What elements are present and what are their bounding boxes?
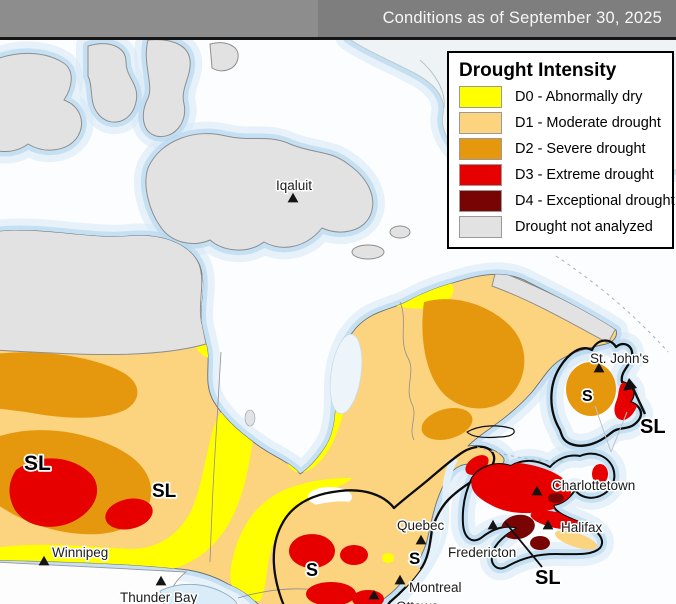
st-lawrence-river — [392, 457, 458, 604]
legend-swatch-d0 — [459, 86, 502, 108]
city-label-fredericton: Fredericton — [448, 545, 516, 560]
region-label-s-quebec-east: S — [409, 549, 420, 568]
legend-swatch-d4 — [459, 190, 502, 212]
region-label-sl-prairies-east: SL — [152, 481, 177, 502]
legend-row-d2: D2 - Severe drought — [459, 138, 662, 160]
legend-row-d3: D3 - Extreme drought — [459, 164, 662, 186]
gulf-boundary-dashed — [476, 446, 567, 462]
legend-label-d2: D2 - Severe drought — [515, 141, 646, 157]
d3-region-prairie-west — [9, 458, 98, 527]
sl-arrow-newfoundland — [630, 385, 647, 415]
legend-row-d1: D1 - Moderate drought — [459, 112, 662, 134]
d3-region-maritimes — [471, 462, 572, 514]
d2-region-labrador — [422, 299, 525, 409]
nfld-zone-lines — [594, 405, 628, 453]
city-label-iqaluit: Iqaluit — [276, 178, 312, 193]
region-label-sl-nova-scotia: SL — [535, 567, 561, 589]
sl-arrowhead-newfoundland — [623, 378, 637, 391]
legend-label-d4: D4 - Exceptional drought — [515, 193, 675, 209]
not-analyzed-north-mainland — [0, 230, 207, 355]
legend-row-d0: D0 - Abnormally dry — [459, 86, 662, 108]
resolution-island — [389, 225, 411, 239]
province-border-quebec-labrador — [399, 301, 415, 441]
sl-leader-nova-scotia — [504, 521, 543, 568]
city-label-ottawa: Ottawa — [396, 599, 439, 604]
header-title: Conditions as of September 30, 2025 — [382, 9, 662, 27]
d2-region-north-shore — [421, 408, 473, 440]
city-label-montreal: Montreal — [409, 580, 462, 595]
province-border-manitoba — [209, 351, 222, 563]
legend-title: Drought Intensity — [459, 60, 617, 81]
maritimes-overlays — [471, 462, 608, 550]
legend-label-not-analyzed: Drought not analyzed — [515, 219, 653, 235]
d2-region-prairie-north — [0, 352, 138, 418]
arctic-island-small — [209, 42, 239, 72]
region-label-sl-prairies-west: SL — [24, 452, 51, 475]
d1-patch-region-a — [294, 501, 370, 527]
legend-row-d4: D4 - Exceptional drought — [459, 190, 675, 212]
d0-region-prairie-ring — [0, 385, 272, 573]
d4-patch-nova-scotia-2 — [530, 536, 550, 550]
header-left-segment — [0, 0, 318, 37]
lake-central-quebec — [329, 333, 363, 415]
legend-row-not-analyzed: Drought not analyzed — [459, 216, 662, 238]
city-label-halifax: Halifax — [561, 520, 603, 535]
legend-label-d1: D1 - Moderate drought — [515, 115, 661, 131]
legend-swatch-d1 — [459, 112, 502, 134]
lake-superior — [159, 583, 238, 604]
d1-band-nova-scotia-coast — [554, 530, 598, 550]
d3-patch-region-a-3 — [306, 582, 356, 604]
city-label-quebec: Quebec — [397, 518, 445, 533]
legend-label-d3: D3 - Extreme drought — [515, 167, 654, 183]
city-label-st-johns: St. John's — [590, 351, 649, 366]
d0-dot-region-a — [382, 553, 394, 563]
header-bar: Conditions as of September 30, 2025 — [0, 0, 676, 40]
region-label-sl-newfoundland: SL — [640, 416, 666, 438]
d3-band-nova-scotia — [530, 510, 582, 530]
d4-patch-nova-scotia-1 — [501, 514, 535, 540]
d3-patch-region-a-2 — [340, 545, 368, 565]
greenland-coast-line — [419, 59, 445, 109]
legend-swatch-d3 — [459, 164, 502, 186]
city-label-charlottetown: Charlottetown — [552, 478, 635, 493]
d3-region-prairie-east — [105, 498, 153, 530]
legend-box: Drought Intensity D0 - Abnormally dry D1… — [447, 51, 675, 249]
region-label-s-newfoundland: S — [582, 388, 593, 405]
d3-patch-region-a-1 — [289, 534, 335, 568]
not-analyzed-labrador-coast — [491, 269, 617, 344]
legend-swatch-d2 — [459, 138, 502, 160]
d0-region-south-quebec-ring — [230, 478, 352, 601]
legend-swatch-not-analyzed — [459, 216, 502, 238]
city-label-thunder-bay: Thunder Bay — [120, 590, 198, 604]
hudson-strait-island — [351, 244, 385, 260]
d4-patch-nova-scotia-3 — [548, 493, 564, 503]
james-bay-island — [244, 409, 256, 427]
region-label-s-quebec-west: S — [306, 560, 318, 580]
d2-patch-newfoundland — [566, 362, 616, 416]
city-label-winnipeg: Winnipeg — [52, 545, 108, 560]
legend-label-d0: D0 - Abnormally dry — [515, 89, 643, 105]
d3-patch-cape-breton — [592, 464, 608, 484]
anticosti-island — [466, 425, 515, 439]
